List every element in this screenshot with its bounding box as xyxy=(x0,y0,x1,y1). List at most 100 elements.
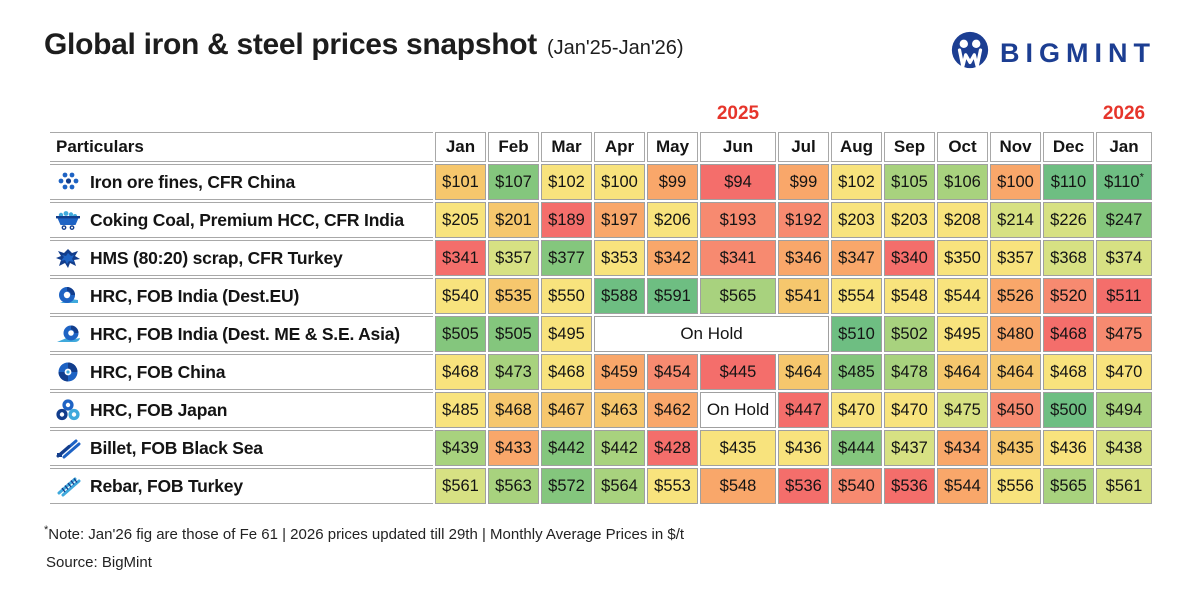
price-cell: $553 xyxy=(647,468,698,504)
year-label-2025: 2025 xyxy=(716,103,760,124)
bigmint-logo-icon xyxy=(949,30,991,77)
price-cell: $94 xyxy=(700,164,776,200)
row-label: HMS (80:20) scrap, CFR Turkey xyxy=(50,240,433,276)
month-header-jun: Jun xyxy=(700,132,776,162)
row-label: Rebar, FOB Turkey xyxy=(50,468,433,504)
price-cell: $436 xyxy=(1043,430,1094,466)
coil-end-icon xyxy=(54,360,81,384)
price-cell: $459 xyxy=(594,354,645,390)
price-cell: $438 xyxy=(1096,430,1152,466)
price-cell: $341 xyxy=(435,240,486,276)
row-label: Billet, FOB Black Sea xyxy=(50,430,433,466)
table-row: HRC, FOB Japan $485 $468 $467 $463 $462 On Hol… xyxy=(50,392,1152,428)
rebar-icon xyxy=(54,474,81,498)
price-cell: $464 xyxy=(778,354,829,390)
price-cell: $591 xyxy=(647,278,698,314)
title-date-range: (Jan'25-Jan'26) xyxy=(546,37,684,59)
price-cell: $485 xyxy=(435,392,486,428)
price-cell: $340 xyxy=(884,240,935,276)
price-cell: $435 xyxy=(700,430,776,466)
price-cell: $495 xyxy=(541,316,592,352)
price-cell: $101 xyxy=(435,164,486,200)
price-cell: $203 xyxy=(884,202,935,238)
particulars-header: Particulars xyxy=(50,132,433,162)
price-cell: $437 xyxy=(884,430,935,466)
price-cell: $478 xyxy=(884,354,935,390)
price-cell: $99 xyxy=(647,164,698,200)
price-cell: $442 xyxy=(541,430,592,466)
table-row: Iron ore fines, CFR China $101 $107 $102 $10… xyxy=(50,164,1152,200)
price-cell: $467 xyxy=(541,392,592,428)
source-note: Source: BigMint xyxy=(46,554,152,571)
price-cell: $247 xyxy=(1096,202,1152,238)
price-cell: $433 xyxy=(488,430,539,466)
month-header-mar: Mar xyxy=(541,132,592,162)
row-label-text: Rebar, FOB Turkey xyxy=(90,475,243,496)
price-cell: $377 xyxy=(541,240,592,276)
table-row: Rebar, FOB Turkey $561 $563 $572 $564 $553 $54… xyxy=(50,468,1152,504)
price-cell: $505 xyxy=(488,316,539,352)
month-header-jan-2026: Jan xyxy=(1096,132,1152,162)
table-row: HRC, FOB India (Dest.EU) $540 $535 $550 $588… xyxy=(50,278,1152,314)
price-cell: $463 xyxy=(594,392,645,428)
price-cell: $540 xyxy=(831,468,882,504)
price-cell: $428 xyxy=(647,430,698,466)
price-cell: $536 xyxy=(884,468,935,504)
price-cell: $100 xyxy=(594,164,645,200)
price-cell: $445 xyxy=(700,354,776,390)
table-header-row: Particulars Jan Feb Mar Apr May Jun Jul Aug Sep Oc… xyxy=(50,132,1152,162)
price-cell: $100 xyxy=(990,164,1041,200)
price-cell: $102 xyxy=(541,164,592,200)
price-cell: $588 xyxy=(594,278,645,314)
row-label: HRC, FOB India (Dest. ME & S.E. Asia) xyxy=(50,316,433,352)
price-cell: $468 xyxy=(488,392,539,428)
price-cell: $563 xyxy=(488,468,539,504)
row-label-text: HRC, FOB China xyxy=(90,361,226,382)
price-cell: $470 xyxy=(1096,354,1152,390)
price-cell: $205 xyxy=(435,202,486,238)
row-label: Coking Coal, Premium HCC, CFR India xyxy=(50,202,433,238)
price-cell: $193 xyxy=(700,202,776,238)
price-cell: $110* xyxy=(1096,164,1152,200)
price-cell: $464 xyxy=(937,354,988,390)
price-cell: $192 xyxy=(778,202,829,238)
price-cell: $526 xyxy=(990,278,1041,314)
table-row: HMS (80:20) scrap, CFR Turkey $341 $357 $37… xyxy=(50,240,1152,276)
month-header-feb: Feb xyxy=(488,132,539,162)
price-cell: $494 xyxy=(1096,392,1152,428)
price-cell: $444 xyxy=(831,430,882,466)
price-cell: $203 xyxy=(831,202,882,238)
month-header-apr: Apr xyxy=(594,132,645,162)
price-cell: $510 xyxy=(831,316,882,352)
price-cell: $439 xyxy=(435,430,486,466)
price-cell: $548 xyxy=(700,468,776,504)
price-cell: $520 xyxy=(1043,278,1094,314)
price-cell: $434 xyxy=(937,430,988,466)
price-table: Particulars Jan Feb Mar Apr May Jun Jul Aug Sep Oc… xyxy=(48,130,1154,506)
price-cell: $341 xyxy=(700,240,776,276)
price-cell: $535 xyxy=(488,278,539,314)
row-label-text: HRC, FOB India (Dest.EU) xyxy=(90,285,300,306)
price-cell: $347 xyxy=(831,240,882,276)
price-cell: $197 xyxy=(594,202,645,238)
price-cell: $564 xyxy=(594,468,645,504)
footnote-star: * xyxy=(44,524,49,536)
price-cell: $105 xyxy=(884,164,935,200)
price-cell: $110 xyxy=(1043,164,1094,200)
price-cell: $554 xyxy=(831,278,882,314)
row-label-text: Billet, FOB Black Sea xyxy=(90,437,263,458)
on-hold-cell: On Hold xyxy=(700,392,776,428)
price-cell: $470 xyxy=(831,392,882,428)
price-cell: $548 xyxy=(884,278,935,314)
price-cell: $475 xyxy=(1096,316,1152,352)
price-cell: $350 xyxy=(937,240,988,276)
table-row: HRC, FOB India (Dest. ME & S.E. Asia) $50… xyxy=(50,316,1152,352)
price-cell: $495 xyxy=(937,316,988,352)
price-cell: $464 xyxy=(990,354,1041,390)
price-cell: $201 xyxy=(488,202,539,238)
year-label-2026: 2026 xyxy=(1102,103,1146,124)
price-cell: $470 xyxy=(884,392,935,428)
price-cell: $99 xyxy=(778,164,829,200)
iron-ore-icon xyxy=(54,170,81,194)
